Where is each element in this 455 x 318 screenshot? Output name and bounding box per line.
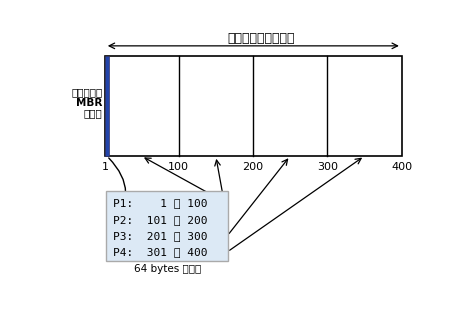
Text: P4:  301 ～ 400: P4: 301 ～ 400	[113, 247, 208, 257]
Text: MBR: MBR	[76, 98, 102, 108]
Text: P2:  101 ～ 200: P2: 101 ～ 200	[113, 215, 208, 225]
Text: 第一磁區的: 第一磁區的	[71, 87, 102, 97]
Bar	[105, 56, 109, 156]
Text: P3:  201 ～ 300: P3: 201 ～ 300	[113, 231, 208, 241]
Text: 100: 100	[168, 162, 189, 172]
Text: P1:    1 ～ 100: P1: 1 ～ 100	[113, 198, 208, 209]
Text: 全部硬碟的磁柱區間: 全部硬碟的磁柱區間	[228, 32, 295, 45]
Text: 400: 400	[391, 162, 412, 172]
Text: 64 bytes 分割表: 64 bytes 分割表	[134, 264, 201, 274]
Bar	[105, 56, 402, 156]
Text: 300: 300	[317, 162, 338, 172]
Text: 1: 1	[101, 162, 108, 172]
Text: 分割表: 分割表	[84, 109, 102, 119]
FancyBboxPatch shape	[106, 191, 228, 261]
Text: 200: 200	[243, 162, 263, 172]
